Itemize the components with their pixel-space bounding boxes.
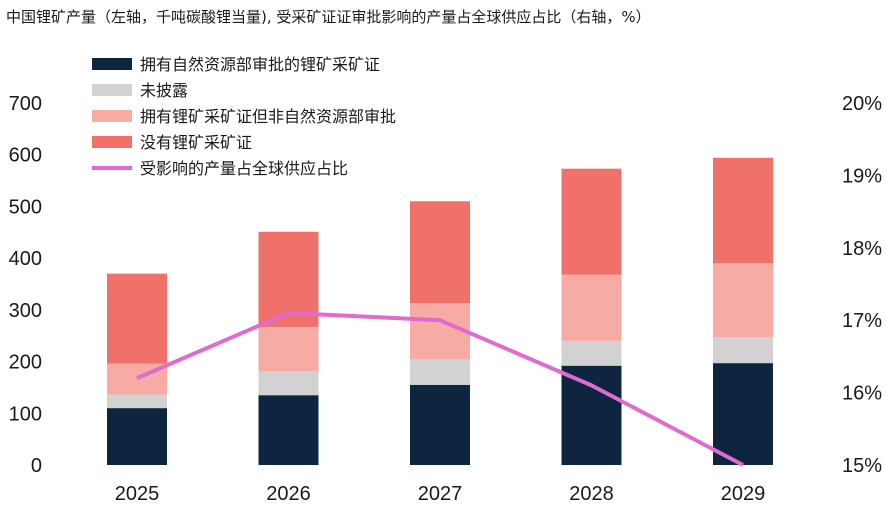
right-tick-label: 20% <box>842 93 882 115</box>
x-tick-label: 2028 <box>569 483 614 505</box>
bar-segment <box>561 340 622 366</box>
right-tick-label: 15% <box>842 455 882 477</box>
x-tick-label: 2029 <box>721 483 766 505</box>
left-tick-label: 400 <box>9 248 42 270</box>
right-tick-label: 18% <box>842 238 882 260</box>
legend-label: 没有锂矿采矿证 <box>140 133 252 152</box>
bar-segment <box>561 365 622 465</box>
legend-label: 受影响的产量占全球供应占比 <box>140 159 348 178</box>
bar-segment <box>107 394 167 409</box>
legend-swatch <box>92 58 132 70</box>
bar-segment <box>410 384 470 465</box>
right-axis: 15% 16% 17% 18% 19% 20% <box>842 93 882 477</box>
legend-label: 未披露 <box>140 81 188 100</box>
chart-title: 中国锂矿产量（左轴，千吨碳酸锂当量), 受采矿证证审批影响的产量占全球供应占比（… <box>6 8 651 26</box>
bar-segment <box>258 371 319 396</box>
left-tick-label: 300 <box>9 300 42 322</box>
bar-segment <box>258 326 319 372</box>
left-tick-label: 600 <box>9 145 42 167</box>
legend: 拥有自然资源部审批的锂矿采矿证未披露拥有锂矿采矿证但非自然资源部审批没有锂矿采矿… <box>92 55 396 178</box>
left-tick-label: 700 <box>9 93 42 115</box>
bar-segment <box>713 157 773 264</box>
left-tick-label: 500 <box>9 196 42 218</box>
bar-segment <box>410 303 470 359</box>
x-axis: 2025 2026 2027 2028 2029 <box>115 483 766 505</box>
legend-label: 拥有自然资源部审批的锂矿采矿证 <box>140 55 380 74</box>
bar-segment <box>561 168 622 275</box>
legend-label: 拥有锂矿采矿证但非自然资源部审批 <box>140 107 396 126</box>
legend-swatch <box>92 110 132 122</box>
series-line <box>136 310 744 467</box>
right-tick-label: 19% <box>842 165 882 187</box>
bar-area <box>107 157 773 465</box>
bar-segment <box>561 274 622 341</box>
x-tick-label: 2025 <box>115 483 160 505</box>
x-tick-label: 2027 <box>418 483 463 505</box>
left-tick-label: 200 <box>9 352 42 374</box>
legend-swatch <box>92 84 132 96</box>
x-tick-label: 2026 <box>266 483 311 505</box>
legend-swatch <box>92 136 132 148</box>
bar-segment <box>107 408 167 465</box>
bar-segment <box>713 263 773 338</box>
bar-segment <box>713 337 773 364</box>
bar-segment <box>410 358 470 385</box>
line-series <box>136 310 744 467</box>
bar-segment <box>713 363 773 465</box>
left-tick-label: 100 <box>9 403 42 425</box>
bar-segment <box>258 395 319 465</box>
left-axis: 0 100 200 300 400 500 600 700 <box>9 93 42 477</box>
right-tick-label: 17% <box>842 310 882 332</box>
left-tick-label: 0 <box>31 455 42 477</box>
bar-segment <box>410 201 470 304</box>
bar-segment <box>107 273 167 364</box>
right-tick-label: 16% <box>842 383 882 405</box>
